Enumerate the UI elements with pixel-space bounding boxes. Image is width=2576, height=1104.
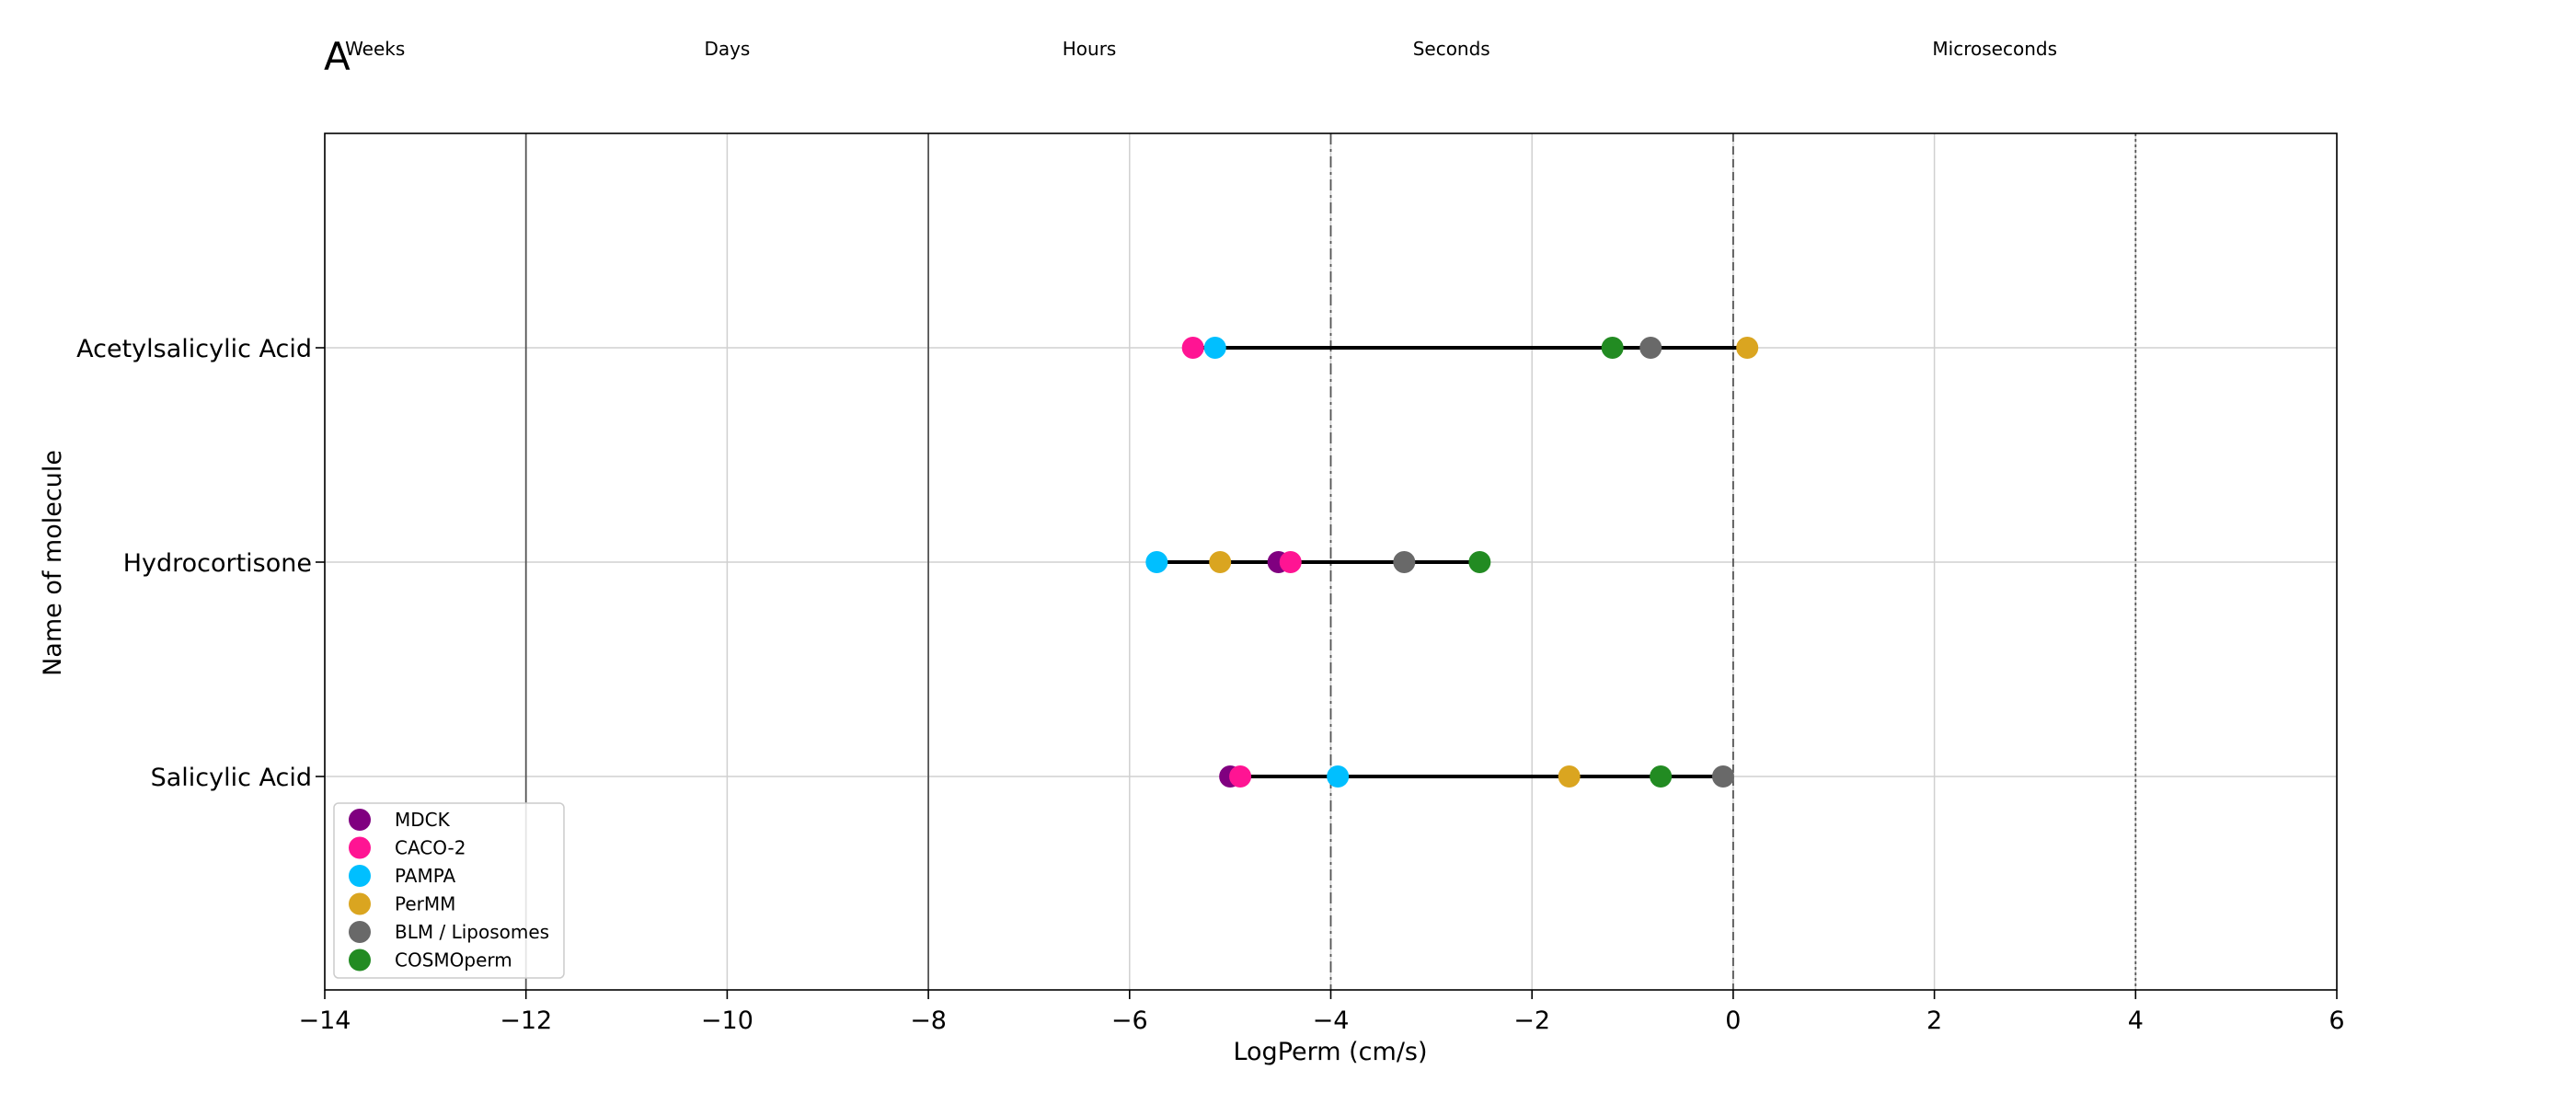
- time-scale-label: Weeks: [345, 38, 405, 60]
- x-axis-ticks: −14 −12 −10 −8 −6 −4 −2 0 2 4 6: [299, 990, 2345, 1035]
- x-tick-label: −2: [1513, 1006, 1550, 1035]
- legend-marker: [349, 809, 371, 831]
- legend-items: MDCK CACO-2 PAMPA PerMM BLM / Liposomes COSMO…: [349, 809, 549, 972]
- legend-marker: [349, 949, 371, 972]
- data-point: [1558, 765, 1581, 788]
- legend-box: [333, 802, 565, 979]
- data-point: [1279, 551, 1302, 573]
- y-tick-label: Hydrocortisone: [123, 549, 312, 578]
- legend-marker: [349, 836, 371, 859]
- time-scale-label: Microseconds: [1932, 38, 2057, 60]
- data-point: [1639, 337, 1662, 359]
- legend-label: CACO-2: [395, 837, 466, 859]
- legend-marker: [349, 865, 371, 887]
- data-point: [1327, 765, 1350, 788]
- x-axis-label: LogPerm (cm/s): [1233, 1038, 1427, 1066]
- data-point: [1393, 551, 1416, 573]
- legend-label: MDCK: [395, 809, 451, 831]
- x-tick-label: 4: [2128, 1006, 2144, 1035]
- data-point: [1601, 337, 1624, 359]
- legend-label: COSMOperm: [395, 949, 512, 972]
- data-point: [1203, 337, 1226, 359]
- data-point: [1650, 765, 1673, 788]
- data-point: [1209, 551, 1232, 573]
- data-points: [1145, 337, 1759, 788]
- y-tick-label: Acetylsalicylic Acid: [76, 335, 312, 363]
- legend: MDCK CACO-2 PAMPA PerMM BLM / Liposomes COSMO…: [333, 802, 565, 979]
- x-tick-label: −4: [1313, 1006, 1350, 1035]
- time-scale-label: Seconds: [1413, 38, 1490, 60]
- time-scale-label: Days: [704, 38, 750, 60]
- panel-label: A: [324, 34, 351, 79]
- legend-label: PAMPA: [395, 865, 456, 887]
- data-point: [1468, 551, 1491, 573]
- x-tick-label: 6: [2329, 1006, 2344, 1035]
- data-point: [1736, 337, 1759, 359]
- y-axis-ticks: Acetylsalicylic Acid Hydrocortisone Salicy…: [76, 335, 325, 792]
- legend-label: PerMM: [395, 893, 455, 915]
- legend-label: BLM / Liposomes: [395, 921, 549, 943]
- x-tick-label: −6: [1111, 1006, 1148, 1035]
- x-tick-label: −14: [299, 1006, 351, 1035]
- legend-marker: [349, 892, 371, 915]
- x-tick-label: −8: [910, 1006, 947, 1035]
- y-tick-label: Salicylic Acid: [151, 764, 312, 792]
- legend-marker: [349, 921, 371, 943]
- x-tick-label: 0: [1725, 1006, 1741, 1035]
- x-tick-label: −10: [701, 1006, 753, 1035]
- data-point: [1145, 551, 1168, 573]
- data-point: [1229, 765, 1252, 788]
- time-scale-labels: Weeks Days Hours Seconds Microseconds: [345, 38, 2057, 60]
- x-tick-label: −12: [500, 1006, 552, 1035]
- x-tick-label: 2: [1926, 1006, 1942, 1035]
- time-scale-label: Hours: [1063, 38, 1117, 60]
- data-point: [1711, 765, 1734, 788]
- data-point: [1181, 337, 1204, 359]
- y-axis-label: Name of molecule: [39, 450, 67, 676]
